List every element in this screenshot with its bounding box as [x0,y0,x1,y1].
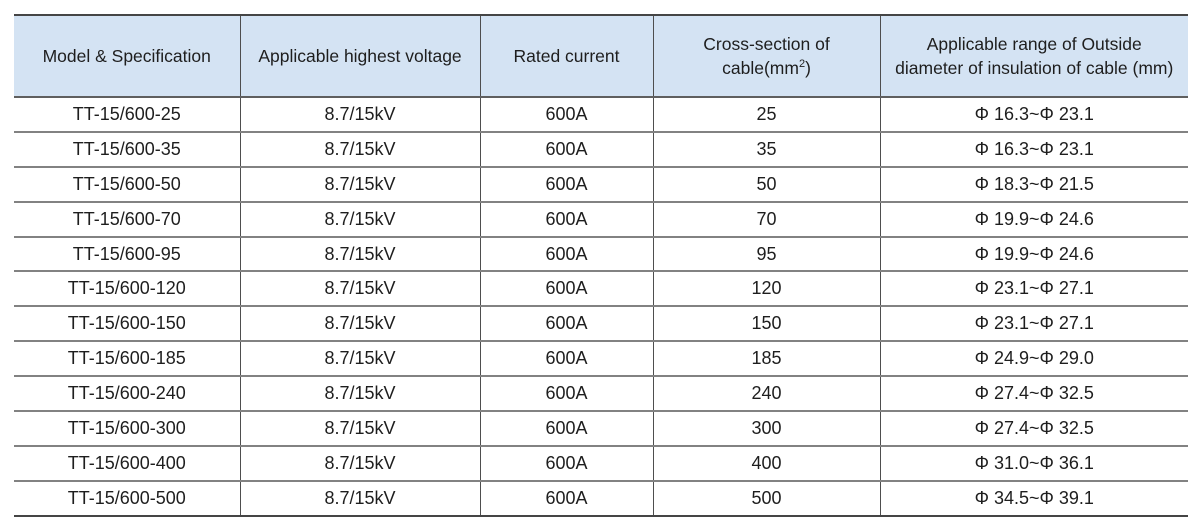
cell-voltage: 8.7/15kV [239,166,480,203]
header-row: Model & Specification Applicable highest… [14,15,1188,98]
cell-cross-section: 50 [652,166,880,203]
cell-diameter-range: Φ 34.5~Φ 39.1 [879,480,1188,516]
cell-voltage: 8.7/15kV [239,376,480,413]
cell-model: TT-15/600-50 [14,166,240,203]
cell-model: TT-15/600-150 [14,306,240,343]
cell-voltage: 8.7/15kV [239,97,480,133]
cell-diameter-range: Φ 16.3~Φ 23.1 [879,131,1188,168]
column-header-model: Model & Specification [14,15,240,98]
column-header-diameter-line1: Applicable range of Outside [926,33,1142,54]
cell-voltage: 8.7/15kV [239,306,480,343]
cell-voltage: 8.7/15kV [239,131,480,168]
table-row: TT-15/600-25 8.7/15kV 600A 25 Φ 16.3~Φ 2… [14,97,1188,133]
table-row: TT-15/600-500 8.7/15kV 600A 500 Φ 34.5~Φ… [14,480,1188,516]
cell-diameter-range: Φ 18.3~Φ 21.5 [879,166,1188,203]
cell-cross-section: 25 [652,97,880,133]
column-header-diameter-range: Applicable range of Outside diameter of … [879,15,1188,98]
cell-diameter-range: Φ 27.4~Φ 32.5 [879,376,1188,413]
cell-current: 600A [479,271,653,308]
cable-spec-table: Model & Specification Applicable highest… [14,14,1188,517]
cell-diameter-range: Φ 24.9~Φ 29.0 [879,341,1188,378]
cell-current: 600A [479,97,653,133]
superscript-2: 2 [798,58,806,71]
cell-model: TT-15/600-70 [14,201,240,238]
table-row: TT-15/600-400 8.7/15kV 600A 400 Φ 31.0~Φ… [14,445,1188,482]
cell-voltage: 8.7/15kV [239,445,480,482]
cell-current: 600A [479,445,653,482]
table-row: TT-15/600-150 8.7/15kV 600A 150 Φ 23.1~Φ… [14,306,1188,343]
cell-diameter-range: Φ 19.9~Φ 24.6 [879,201,1188,238]
cell-diameter-range: Φ 23.1~Φ 27.1 [879,271,1188,308]
cell-model: TT-15/600-185 [14,341,240,378]
cell-current: 600A [479,306,653,343]
table-row: TT-15/600-70 8.7/15kV 600A 70 Φ 19.9~Φ 2… [14,201,1188,238]
cell-current: 600A [479,341,653,378]
cell-current: 600A [479,480,653,516]
table-row: TT-15/600-185 8.7/15kV 600A 185 Φ 24.9~Φ… [14,341,1188,378]
cell-current: 600A [479,236,653,273]
column-header-cross-section-line2: cable(mm2) [722,58,811,78]
cell-current: 600A [479,131,653,168]
cell-model: TT-15/600-25 [14,97,240,133]
table-row: TT-15/600-240 8.7/15kV 600A 240 Φ 27.4~Φ… [14,376,1188,413]
cell-voltage: 8.7/15kV [239,341,480,378]
cell-cross-section: 70 [652,201,880,238]
cell-diameter-range: Φ 23.1~Φ 27.1 [879,306,1188,343]
cell-voltage: 8.7/15kV [239,411,480,447]
cell-model: TT-15/600-35 [14,131,240,168]
cell-voltage: 8.7/15kV [239,480,480,516]
cell-cross-section: 500 [652,480,880,516]
cell-current: 600A [479,411,653,447]
cell-diameter-range: Φ 19.9~Φ 24.6 [879,236,1188,273]
table-row: TT-15/600-300 8.7/15kV 600A 300 Φ 27.4~Φ… [14,411,1188,447]
table-body: TT-15/600-25 8.7/15kV 600A 25 Φ 16.3~Φ 2… [14,97,1188,516]
table-header: Model & Specification Applicable highest… [14,15,1188,98]
column-header-current: Rated current [479,15,653,98]
cable-spec-table-container: Model & Specification Applicable highest… [14,14,1188,517]
column-header-diameter-line2: diameter of insulation of cable (mm) [895,58,1174,78]
column-header-cross-section: Cross-section of cable(mm2) [652,15,880,98]
table-row: TT-15/600-95 8.7/15kV 600A 95 Φ 19.9~Φ 2… [14,236,1188,273]
cell-diameter-range: Φ 31.0~Φ 36.1 [879,445,1188,482]
cell-current: 600A [479,376,653,413]
cell-model: TT-15/600-300 [14,411,240,447]
cell-model: TT-15/600-120 [14,271,240,308]
cell-cross-section: 35 [652,131,880,168]
cell-model: TT-15/600-400 [14,445,240,482]
cell-cross-section: 400 [652,445,880,482]
cell-current: 600A [479,166,653,203]
column-header-cross-section-line1: Cross-section of [703,33,830,54]
cell-cross-section: 240 [652,376,880,413]
cell-cross-section: 185 [652,341,880,378]
cell-model: TT-15/600-95 [14,236,240,273]
cell-cross-section: 120 [652,271,880,308]
column-header-voltage: Applicable highest voltage [239,15,480,98]
table-row: TT-15/600-120 8.7/15kV 600A 120 Φ 23.1~Φ… [14,271,1188,308]
table-row: TT-15/600-50 8.7/15kV 600A 50 Φ 18.3~Φ 2… [14,166,1188,203]
cell-current: 600A [479,201,653,238]
cell-cross-section: 95 [652,236,880,273]
table-row: TT-15/600-35 8.7/15kV 600A 35 Φ 16.3~Φ 2… [14,131,1188,168]
cell-cross-section: 300 [652,411,880,447]
cell-diameter-range: Φ 27.4~Φ 32.5 [879,411,1188,447]
cell-diameter-range: Φ 16.3~Φ 23.1 [879,97,1188,133]
cell-voltage: 8.7/15kV [239,271,480,308]
cell-model: TT-15/600-500 [67,487,186,508]
cell-cross-section: 150 [652,306,880,343]
cell-voltage: 8.7/15kV [239,201,480,238]
cell-model: TT-15/600-240 [14,376,240,413]
cell-voltage: 8.7/15kV [239,236,480,273]
